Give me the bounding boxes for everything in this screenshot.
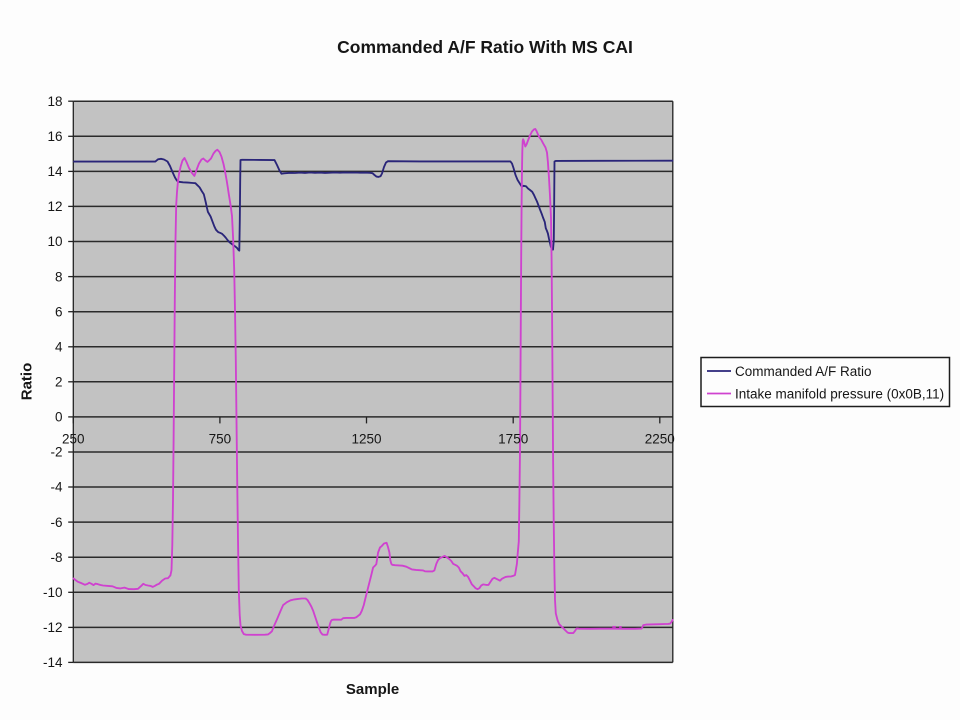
svg-text:-12: -12 [43, 620, 63, 635]
svg-text:Ratio: Ratio [19, 363, 36, 401]
svg-text:0: 0 [55, 410, 63, 425]
svg-text:-6: -6 [50, 515, 62, 530]
svg-text:-14: -14 [43, 655, 63, 670]
svg-text:-4: -4 [50, 480, 62, 495]
svg-text:6: 6 [55, 304, 63, 319]
svg-text:-2: -2 [50, 445, 62, 460]
svg-text:-8: -8 [50, 550, 62, 565]
svg-text:1750: 1750 [498, 432, 528, 447]
svg-text:14: 14 [47, 164, 63, 179]
svg-text:Intake manifold pressure (0x0B: Intake manifold pressure (0x0B,11) [735, 386, 944, 401]
svg-text:2: 2 [55, 375, 63, 390]
svg-text:2250: 2250 [645, 432, 675, 447]
svg-text:4: 4 [55, 339, 63, 354]
svg-text:750: 750 [209, 432, 232, 447]
svg-text:-10: -10 [43, 585, 63, 600]
svg-text:Commanded A/F Ratio With MS CA: Commanded A/F Ratio With MS CAI [337, 37, 633, 57]
svg-text:250: 250 [62, 432, 85, 447]
svg-text:18: 18 [47, 94, 62, 109]
svg-text:12: 12 [47, 199, 62, 214]
svg-text:1250: 1250 [351, 432, 381, 447]
svg-text:8: 8 [55, 269, 63, 284]
svg-text:10: 10 [47, 234, 62, 249]
svg-text:Sample: Sample [346, 681, 399, 698]
svg-text:16: 16 [47, 129, 62, 144]
svg-text:Commanded A/F Ratio: Commanded A/F Ratio [735, 364, 872, 379]
